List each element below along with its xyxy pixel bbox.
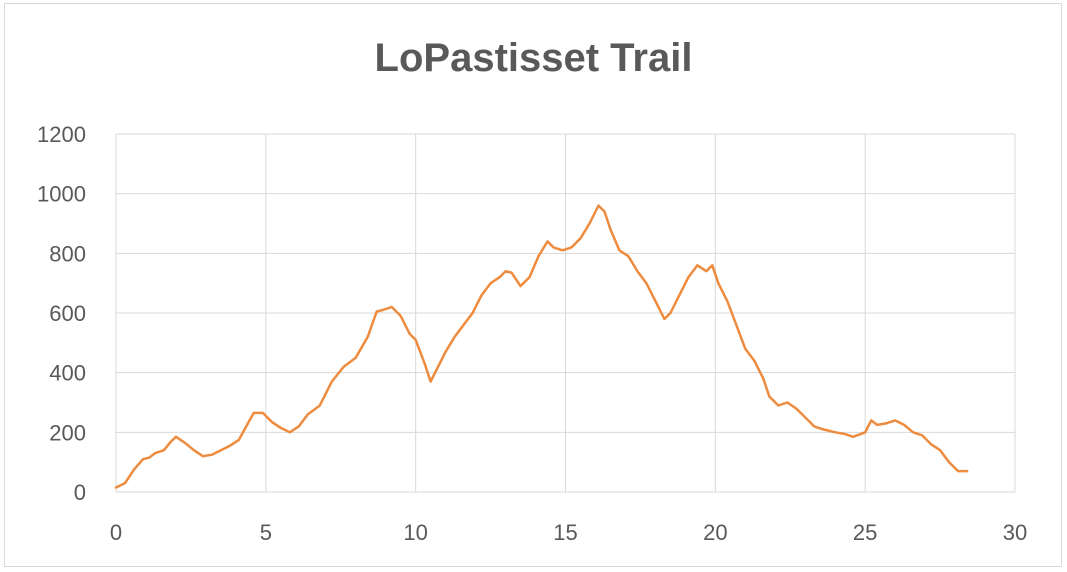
chart-title: LoPastisset Trail [374,36,693,80]
y-tick-label-800: 800 [49,241,86,266]
y-tick-label-400: 400 [49,361,86,386]
y-tick-label-0: 0 [74,480,86,505]
x-tick-label-0: 0 [110,520,122,545]
chart-area [4,3,1062,567]
x-tick-label-5: 5 [260,520,272,545]
x-tick-label-20: 20 [703,520,727,545]
x-tick-label-15: 15 [553,520,577,545]
x-tick-label-10: 10 [403,520,427,545]
series-line-0 [114,204,969,489]
y-tick-label-1000: 1000 [37,182,86,207]
series-group [114,204,969,489]
x-tick-label-25: 25 [853,520,877,545]
x-tick-labels: 0 5 10 15 20 25 30 [110,520,1027,545]
gridlines [115,133,1016,493]
y-tick-labels: 0 200 400 600 800 1000 1200 [37,122,86,505]
y-tick-label-600: 600 [49,301,86,326]
y-tick-label-200: 200 [49,420,86,445]
y-tick-label-1200: 1200 [37,122,86,147]
x-tick-label-30: 30 [1003,520,1027,545]
